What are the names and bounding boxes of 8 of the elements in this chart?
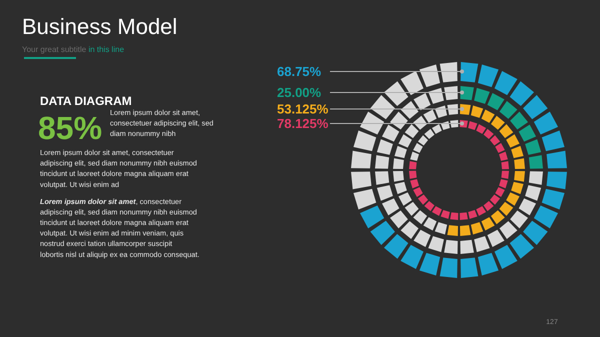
data-label: 68.75%: [277, 64, 322, 79]
data-label: 53.125%: [277, 102, 329, 116]
text: DATA DIAGRAM: [40, 94, 132, 108]
data-label: 78.125%: [277, 116, 329, 131]
text: Business Model: [22, 14, 178, 39]
text: 85%: [38, 110, 102, 146]
text: Your great subtitle in this line: [22, 45, 125, 54]
data-label: 25.00%: [277, 85, 322, 100]
